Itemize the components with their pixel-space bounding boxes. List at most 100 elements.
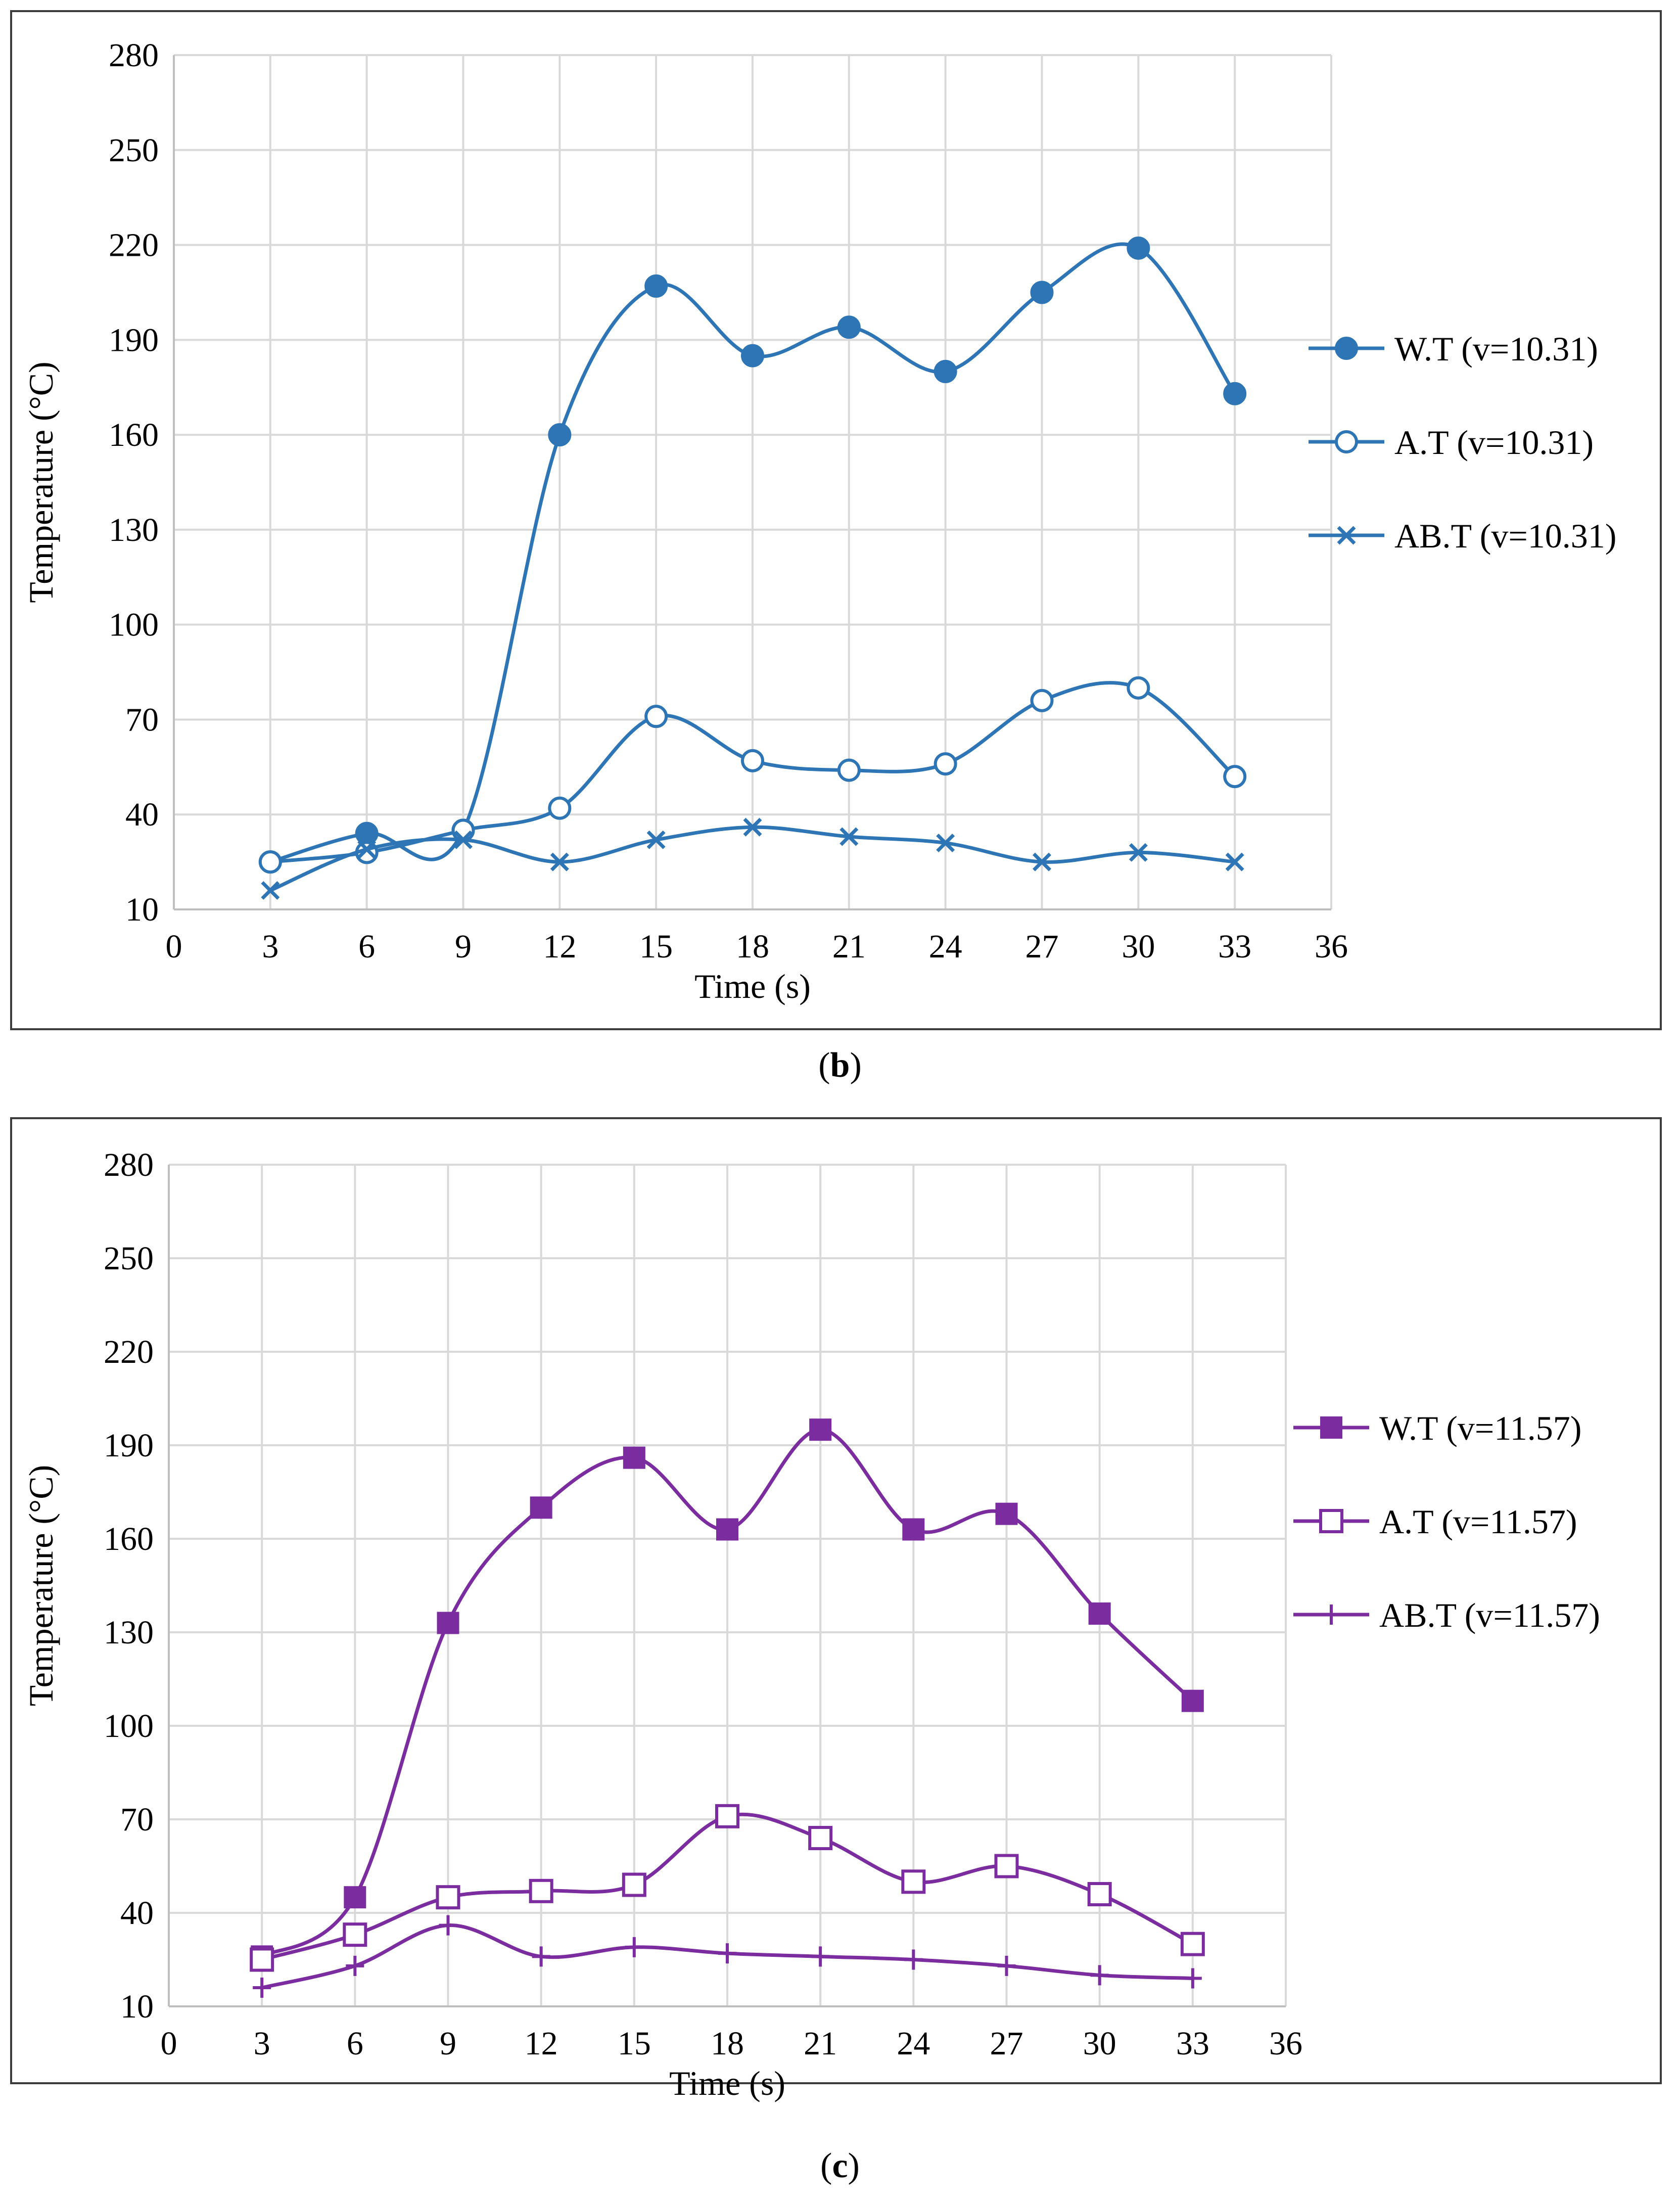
x-tick-label: 9 xyxy=(455,928,472,965)
y-tick-label: 40 xyxy=(120,1895,154,1932)
chart-frame-b: 10 40 70 100 130 160 190 220 250 280 0 3 6 9 12 15 18 21 2… xyxy=(10,10,1662,1030)
data-point xyxy=(344,1886,366,1909)
caption-b-close: ) xyxy=(850,1046,862,1085)
x-tick-label: 21 xyxy=(804,2025,837,2062)
y-tick-label: 280 xyxy=(109,37,159,74)
data-point xyxy=(548,796,572,820)
series-b-0 xyxy=(258,236,1247,874)
data-point xyxy=(625,1937,643,1957)
x-tick-label: 27 xyxy=(990,2025,1023,2062)
x-tick-label: 33 xyxy=(1176,2025,1209,2062)
series-line xyxy=(269,242,1237,864)
data-point xyxy=(839,827,859,846)
x-tick-label: 30 xyxy=(1122,928,1155,965)
y-tick-label: 100 xyxy=(104,1708,154,1745)
series-b-2 xyxy=(261,817,1244,900)
x-tick-label: 6 xyxy=(358,928,375,965)
legend-marker xyxy=(1337,526,1356,545)
data-point xyxy=(357,840,377,859)
y-tick-label: 70 xyxy=(120,1801,154,1838)
caption-c-letter: c xyxy=(832,2146,848,2185)
y-tick-label: 130 xyxy=(109,512,159,548)
data-point xyxy=(436,1885,460,1910)
data-point xyxy=(1225,852,1244,872)
caption-b-open: ( xyxy=(818,1046,830,1085)
y-tick-label: 70 xyxy=(125,701,159,738)
data-point xyxy=(1223,382,1247,405)
y-tick-label: 100 xyxy=(109,607,159,644)
legend-label: W.T (v=10.31) xyxy=(1394,330,1598,368)
data-point xyxy=(532,1946,550,1967)
data-point xyxy=(1033,852,1051,872)
data-point xyxy=(1088,1602,1111,1625)
data-point xyxy=(437,1612,459,1634)
x-tick-label: 24 xyxy=(929,928,962,965)
data-point xyxy=(718,1943,736,1964)
x-tick-label: 24 xyxy=(897,2025,930,2062)
data-point xyxy=(250,1947,274,1972)
x-tick-label: 3 xyxy=(262,928,278,965)
x-tick-label: 18 xyxy=(711,2025,744,2062)
legend-marker xyxy=(1319,1509,1343,1533)
y-tick-label: 160 xyxy=(109,417,159,453)
legend-marker xyxy=(1335,337,1358,360)
x-tick-label: 36 xyxy=(1269,2025,1302,2062)
y-tick-label: 250 xyxy=(104,1240,154,1277)
legend-marker xyxy=(1335,430,1358,453)
x-tick-label: 12 xyxy=(543,928,576,965)
data-point xyxy=(622,1872,646,1897)
y-tick-label: 220 xyxy=(109,227,159,264)
data-point xyxy=(1030,281,1054,304)
data-point xyxy=(837,758,861,782)
data-point xyxy=(936,834,955,853)
chart-frame-c: 10 40 70 100 130 160 190 220 250 280 0 3 6 9 12 15 18 21 2… xyxy=(10,1117,1662,2102)
data-point xyxy=(439,1915,457,1936)
data-point xyxy=(1127,676,1150,700)
x-tick-label: 30 xyxy=(1083,2025,1116,2062)
data-point xyxy=(716,1518,738,1541)
data-point xyxy=(811,1946,830,1967)
x-tick-label: 0 xyxy=(166,928,182,965)
series-c-1 xyxy=(250,1804,1205,1972)
y-tick-label: 10 xyxy=(120,1988,154,2025)
x-tick-label: 0 xyxy=(161,2025,177,2062)
data-point xyxy=(1127,236,1150,260)
y-axis-title: Temperature (°C) xyxy=(22,361,60,603)
x-tick-label: 15 xyxy=(639,928,673,965)
legend: W.T (v=11.57) A.T (v=11.57) AB.T (v=11.57) xyxy=(1293,1409,1600,1634)
data-point xyxy=(997,1955,1016,1976)
y-tick-label: 220 xyxy=(104,1334,154,1370)
data-point xyxy=(809,1418,832,1441)
data-point xyxy=(934,359,957,383)
data-point xyxy=(1129,843,1148,862)
caption-b-letter: b xyxy=(830,1046,850,1085)
legend-label: W.T (v=11.57) xyxy=(1379,1409,1581,1447)
data-point xyxy=(1087,1882,1112,1906)
data-point xyxy=(253,1978,271,1998)
x-tick-label: 12 xyxy=(525,2025,558,2062)
data-point xyxy=(1180,1932,1205,1956)
x-tick-label: 18 xyxy=(736,928,769,965)
y-tick-label: 190 xyxy=(104,1427,154,1464)
x-tick-label: 36 xyxy=(1315,928,1348,965)
y-tick-label: 160 xyxy=(104,1521,154,1557)
legend: W.T (v=10.31) A.T (v=10.31) AB.T (v=10.31) xyxy=(1309,330,1616,555)
data-point xyxy=(902,1518,925,1541)
x-axis-title: Time (s) xyxy=(694,967,811,1005)
y-tick-label: 40 xyxy=(125,796,159,833)
gridlines xyxy=(168,1164,1287,2007)
data-point xyxy=(644,705,668,728)
data-point xyxy=(258,850,282,874)
x-tick-label: 6 xyxy=(347,2025,363,2062)
figure-b: 10 40 70 100 130 160 190 220 250 280 0 3 6 9 12 15 18 21 2… xyxy=(0,0,1680,1085)
x-tick-label: 33 xyxy=(1218,928,1251,965)
legend-marker xyxy=(1322,1604,1340,1625)
data-point xyxy=(529,1878,553,1903)
data-point xyxy=(741,749,764,772)
data-point xyxy=(646,830,666,849)
data-point xyxy=(1181,1689,1204,1712)
y-tick-label: 250 xyxy=(109,132,159,169)
